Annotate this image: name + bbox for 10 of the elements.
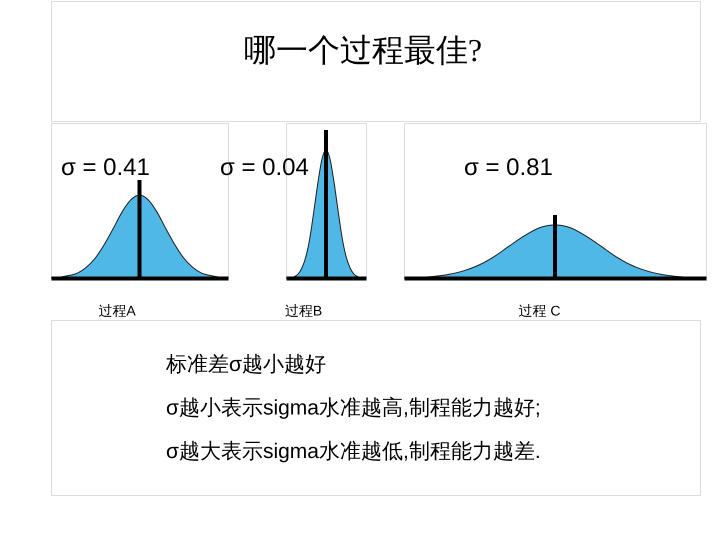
x-axis-title: 过程 C: [518, 302, 560, 318]
text: σ越小表示sigma水准越高,制程能力越好;: [166, 396, 541, 420]
text: 标准差σ越小越好: [165, 353, 326, 376]
text: 哪一个过程最佳?: [244, 32, 482, 68]
chart-title: σ = 0.04: [220, 154, 309, 181]
x-axis-title: 过程A: [98, 302, 136, 318]
x-axis-title: 过程B: [284, 302, 322, 318]
chart-title: σ = 0.81: [464, 154, 553, 181]
text: σ越大表示sigma水准越低,制程能力越差.: [166, 440, 541, 463]
chart-title: σ = 0.41: [61, 154, 150, 181]
